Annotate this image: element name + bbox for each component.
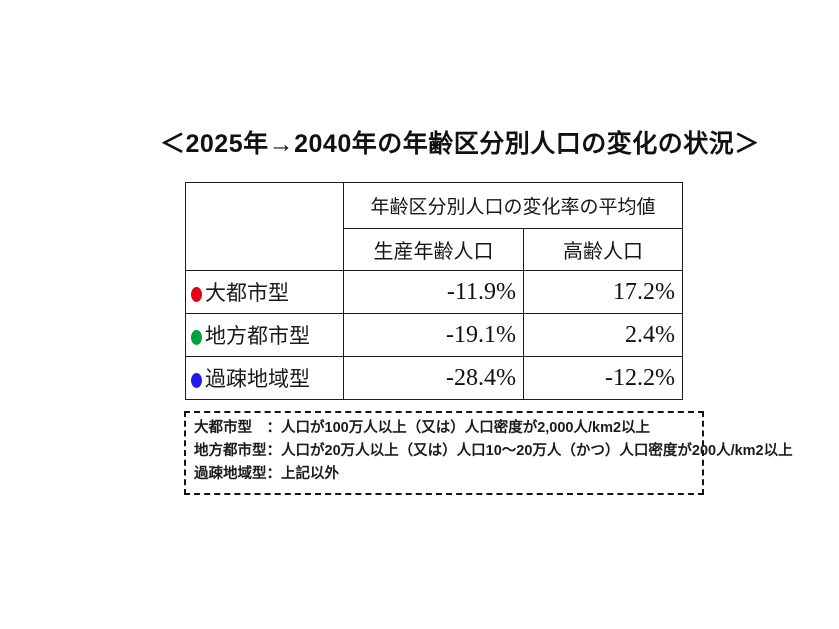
table-row: 過疎地域型 -28.4% -12.2% <box>185 356 683 400</box>
value-depopulated-area-working-age: -28.4% <box>343 356 524 400</box>
table-header-row-2: 生産年齢人口 高齢人口 <box>186 228 683 271</box>
green-bullet-icon <box>191 330 202 345</box>
category-definition-note-box: 大都市型 ：人口が100万人以上（又は）人口密度が2,000人/km2以上 地方… <box>184 411 793 495</box>
column-header-working-age: 生産年齢人口 <box>343 228 524 271</box>
row-label-text: 過疎地域型 <box>205 368 310 391</box>
value-regional-city-working-age: -19.1% <box>343 313 524 357</box>
table-header-row-1: 年齢区分別人口の変化率の平均値 <box>185 182 683 271</box>
population-change-table: 年齢区分別人口の変化率の平均値 生産年齢人口 高齢人口 大都市型 -11.9% … <box>185 182 683 400</box>
row-label-text: 大都市型 <box>205 282 289 305</box>
note-line-regional-city: 地方都市型：人口が20万人以上（又は）人口10～20万人（かつ）人口密度が200… <box>194 443 793 459</box>
row-label-metropolitan: 大都市型 <box>185 270 344 314</box>
table-row: 地方都市型 -19.1% 2.4% <box>185 313 683 357</box>
population-change-table-wrap: 年齢区分別人口の変化率の平均値 生産年齢人口 高齢人口 大都市型 -11.9% … <box>185 182 683 400</box>
note-line-metropolitan: 大都市型 ：人口が100万人以上（又は）人口密度が2,000人/km2以上 <box>194 420 651 436</box>
value-metropolitan-elderly: 17.2% <box>523 270 683 314</box>
value-metropolitan-working-age: -11.9% <box>343 270 524 314</box>
red-bullet-icon <box>191 287 202 302</box>
figure-title: ＜2025年→2040年の年齢区分別人口の変化の状況＞ <box>160 130 760 158</box>
value-regional-city-elderly: 2.4% <box>523 313 683 357</box>
corner-empty-cell <box>185 182 344 271</box>
merged-column-group-header: 年齢区分別人口の変化率の平均値 <box>343 182 683 229</box>
value-depopulated-area-elderly: -12.2% <box>523 356 683 400</box>
blue-bullet-icon <box>191 373 202 388</box>
note-line-depopulated-area: 過疎地域型：上記以外 <box>194 466 339 482</box>
row-label-regional-city: 地方都市型 <box>185 313 344 357</box>
column-header-elderly: 高齢人口 <box>523 228 683 271</box>
row-label-text: 地方都市型 <box>205 325 310 348</box>
row-label-depopulated-area: 過疎地域型 <box>185 356 344 400</box>
table-row: 大都市型 -11.9% 17.2% <box>185 270 683 314</box>
